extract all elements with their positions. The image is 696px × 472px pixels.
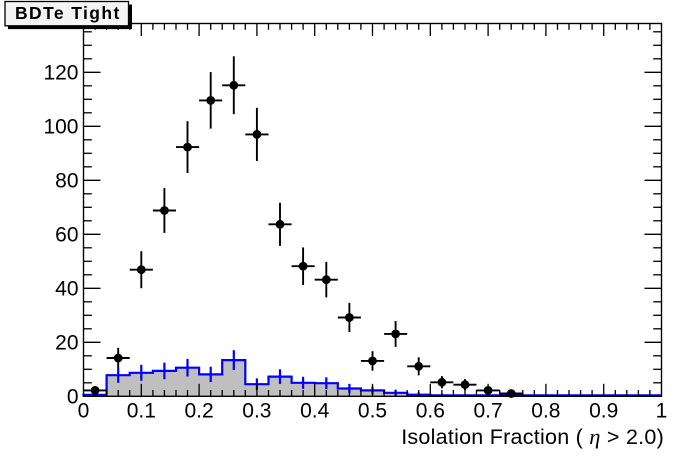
svg-text:0.6: 0.6: [416, 399, 445, 422]
svg-text:1: 1: [656, 399, 668, 422]
svg-text:100: 100: [43, 116, 78, 139]
svg-text:0.5: 0.5: [358, 399, 387, 422]
svg-text:0.4: 0.4: [300, 399, 330, 422]
svg-text:0.2: 0.2: [184, 399, 213, 422]
svg-text:0.7: 0.7: [473, 399, 502, 422]
svg-text:0: 0: [78, 399, 90, 422]
svg-text:80: 80: [55, 170, 78, 193]
svg-text:0.1: 0.1: [127, 399, 156, 422]
svg-text:0.8: 0.8: [531, 399, 560, 422]
svg-text:60: 60: [55, 224, 78, 247]
svg-text:40: 40: [55, 278, 78, 301]
svg-text:Isolation Fraction ( η > 2.0): Isolation Fraction ( η > 2.0): [401, 424, 664, 449]
svg-text:20: 20: [55, 332, 78, 355]
svg-text:0.3: 0.3: [242, 399, 271, 422]
svg-text:0: 0: [67, 386, 79, 409]
svg-text:120: 120: [43, 62, 78, 85]
svg-text:0.9: 0.9: [589, 399, 618, 422]
svg-text:BDTe Tight: BDTe Tight: [15, 3, 121, 23]
